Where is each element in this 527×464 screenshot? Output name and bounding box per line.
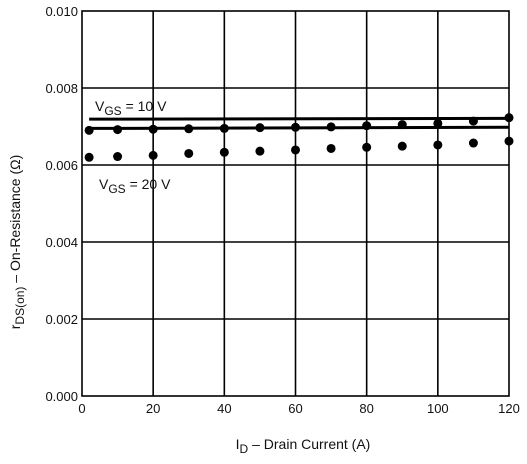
annotation-vgs-20-main: V — [99, 176, 109, 192]
data-point-2 — [255, 123, 265, 133]
y-tick-label: 0.002 — [45, 312, 78, 327]
data-point-2 — [326, 122, 336, 132]
y-tick-label: 0.004 — [45, 235, 78, 250]
data-point-3 — [113, 152, 123, 162]
x-tick-label: 20 — [146, 401, 160, 416]
data-point-2 — [468, 116, 478, 126]
annotation-vgs-20-sub: GS — [108, 182, 125, 196]
grid — [82, 11, 509, 396]
x-axis-title-rest: – Drain Current (A) — [248, 436, 370, 452]
data-point-2 — [148, 124, 158, 134]
annotation-vgs-20: VGS = 20 V — [99, 176, 171, 196]
data-point-2 — [397, 120, 407, 130]
x-tick-label: 80 — [359, 401, 373, 416]
annotation-vgs-20-rest: = 20 V — [126, 176, 171, 192]
y-axis-title-rest: – On-Resistance (Ω) — [7, 155, 23, 287]
plot-frame — [81, 10, 510, 397]
y-axis-title-main: r — [7, 324, 23, 329]
data-point-3 — [148, 150, 158, 160]
y-tick-label: 0.008 — [45, 81, 78, 96]
annotation-vgs-10-sub: GS — [104, 104, 121, 118]
data-point-3 — [184, 148, 194, 158]
y-tick-labels: 0.000 0.002 0.004 0.006 0.008 0.010 — [45, 4, 78, 404]
data-point-3 — [433, 140, 443, 150]
x-tick-label: 0 — [78, 401, 85, 416]
y-tick-label: 0.010 — [45, 4, 78, 19]
data-point-3 — [362, 142, 372, 152]
data-point-3 — [326, 143, 336, 153]
data-point-3 — [255, 146, 265, 156]
data-point-2 — [113, 125, 123, 135]
data-point-2 — [84, 125, 94, 135]
y-axis-title-sub: DS(on) — [13, 287, 27, 325]
data-point-2 — [219, 123, 229, 133]
x-tick-label: 40 — [217, 401, 231, 416]
series — [84, 113, 514, 162]
data-point-3 — [84, 152, 94, 162]
x-axis-title: ID – Drain Current (A) — [236, 436, 371, 456]
annotation-vgs-10-rest: = 10 V — [122, 98, 167, 114]
data-point-2 — [362, 121, 372, 131]
x-tick-label: 120 — [498, 401, 520, 416]
x-axis-title-main: I — [236, 436, 240, 452]
annotation-vgs-10: VGS = 10 V — [95, 98, 167, 118]
x-tick-label: 100 — [427, 401, 449, 416]
data-point-3 — [219, 147, 229, 157]
data-point-3 — [468, 138, 478, 148]
annotation-vgs-10-main: V — [95, 98, 105, 114]
data-point-2 — [433, 118, 443, 128]
y-axis-title: rDS(on) – On-Resistance (Ω) — [7, 155, 27, 330]
data-point-3 — [397, 141, 407, 151]
y-tick-label: 0.006 — [45, 158, 78, 173]
y-tick-label: 0.000 — [45, 389, 78, 404]
data-point-2 — [184, 124, 194, 134]
x-tick-label: 60 — [288, 401, 302, 416]
x-axis-title-sub: D — [240, 442, 249, 456]
data-point-3 — [291, 145, 300, 155]
data-point-2 — [291, 122, 300, 132]
x-tick-labels: 0 20 40 60 80 100 120 — [78, 401, 519, 416]
series-line-0 — [89, 116, 510, 121]
